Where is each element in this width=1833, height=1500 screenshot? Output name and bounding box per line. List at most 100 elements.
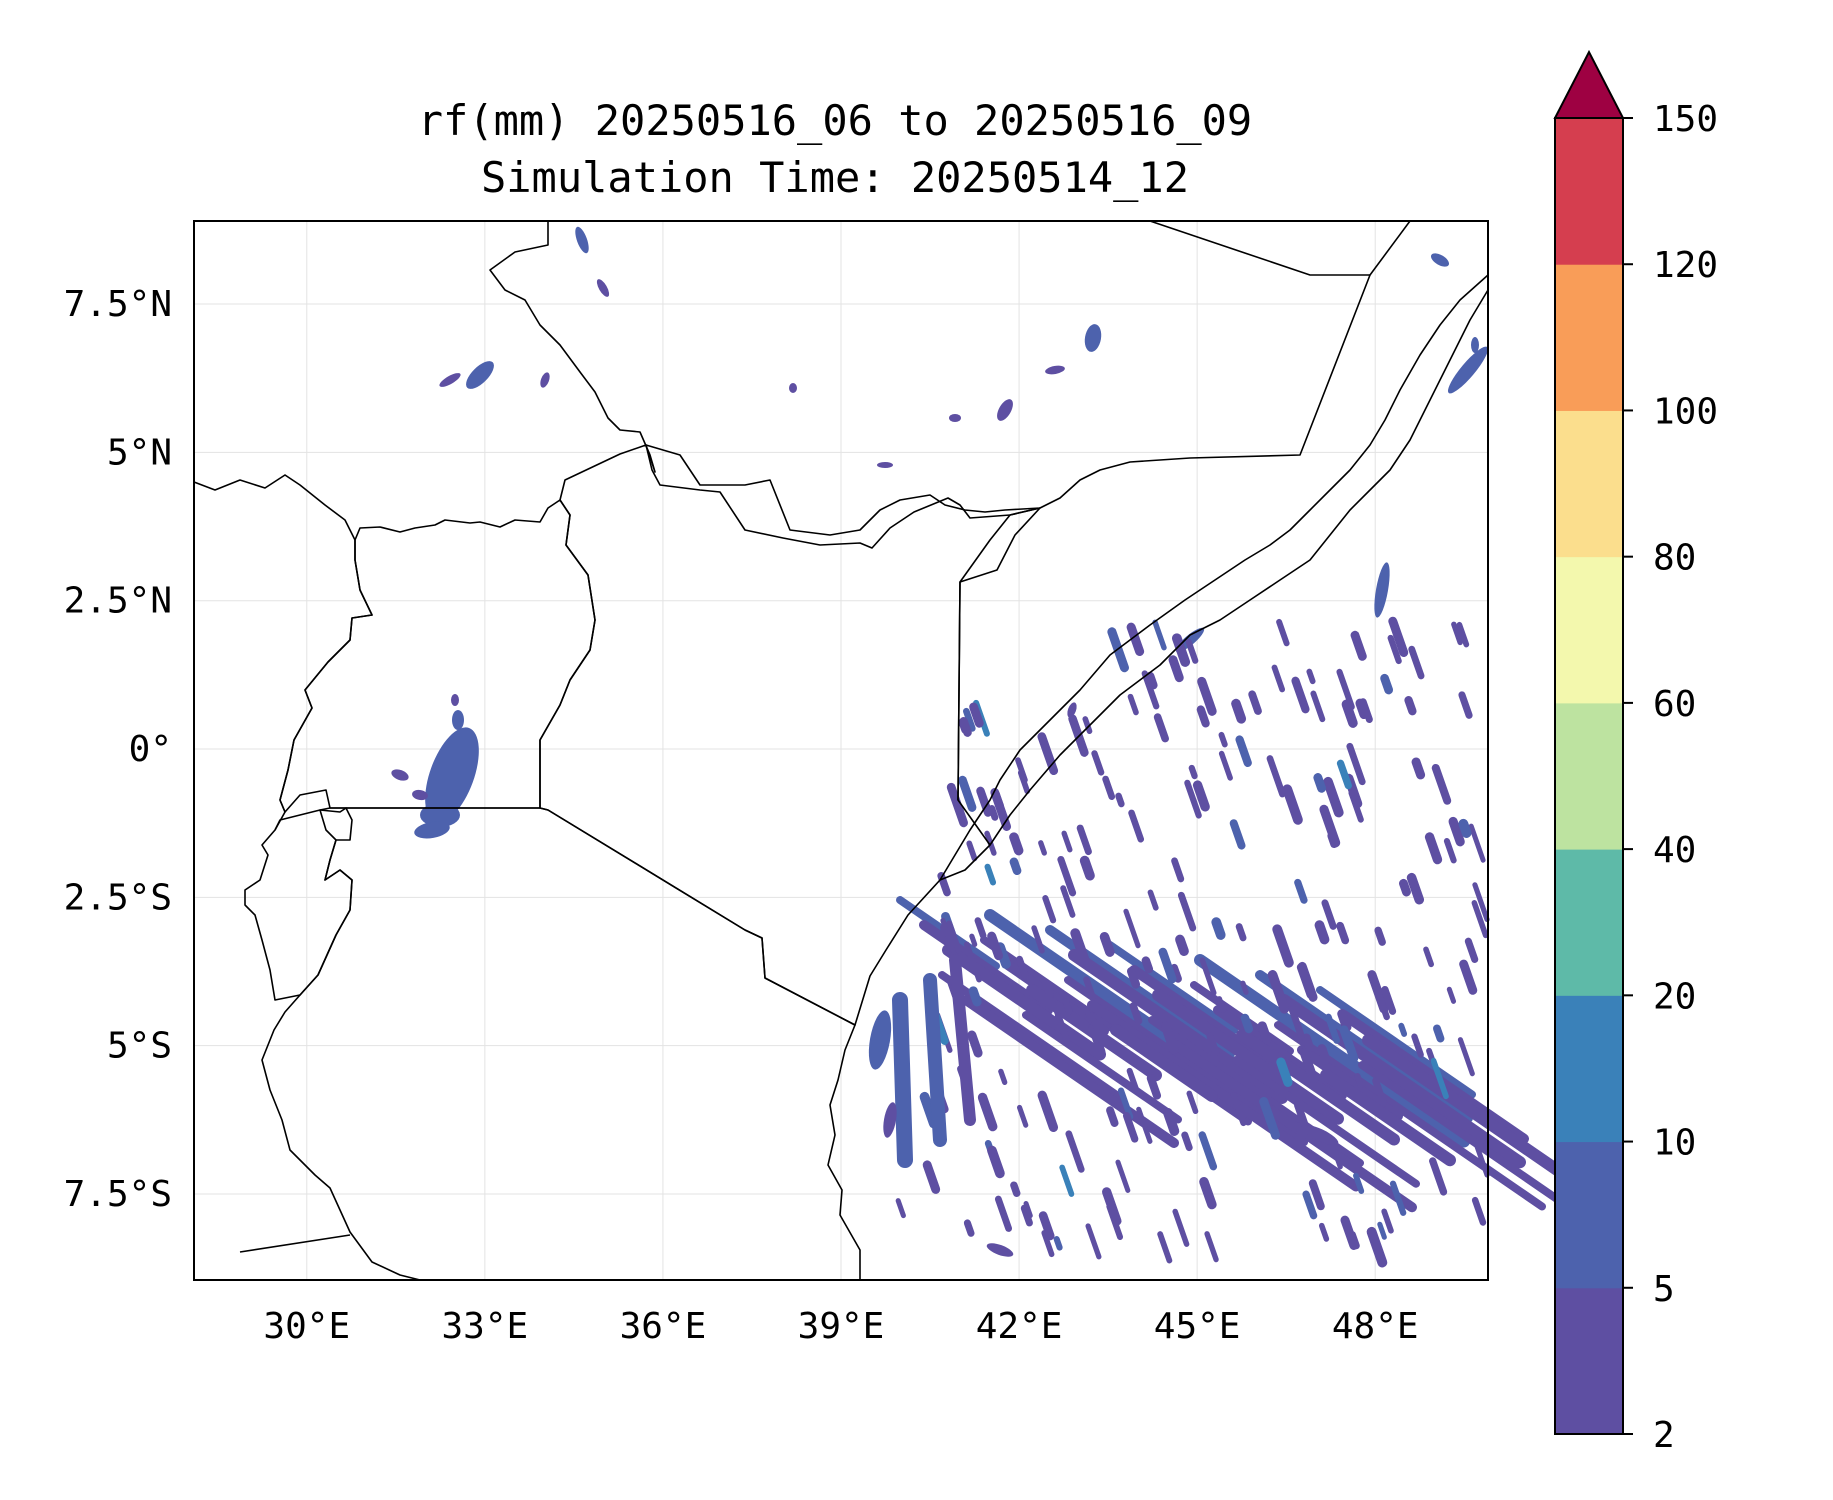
colorbar-tick-label: 5 xyxy=(1653,1269,1675,1310)
rain-cell xyxy=(1447,346,1489,394)
y-tick-label: 5°N xyxy=(107,432,172,473)
rain-cell xyxy=(1316,986,1476,1099)
rain-cell xyxy=(1084,1008,1094,1025)
rain-cell xyxy=(1070,928,1091,968)
rain-cell xyxy=(1185,638,1199,664)
y-tick-label: 7.5°N xyxy=(64,284,172,325)
rain-cell xyxy=(1446,986,1457,1004)
rain-cell xyxy=(1157,1231,1173,1264)
rain-cell xyxy=(1016,955,1029,980)
rain-cell xyxy=(988,805,999,821)
colorbar-tick-label: 40 xyxy=(1653,830,1696,871)
rain-cell xyxy=(575,226,589,254)
x-axis-tick-labels: 30°E 33°E 36°E 39°E 42°E 45°E 48°E xyxy=(263,1306,1418,1347)
rain-cell xyxy=(1255,970,1473,1123)
rain-cell xyxy=(1340,1215,1359,1250)
rain-cell xyxy=(1141,956,1154,974)
rain-cell xyxy=(1171,633,1191,667)
rain-cell xyxy=(969,933,978,948)
rain-cell xyxy=(976,786,993,817)
colorbar-segment xyxy=(1555,556,1623,704)
rain-cell xyxy=(1068,949,1288,1104)
rain-cell xyxy=(1429,1157,1448,1196)
rain-cell xyxy=(1031,925,1045,954)
rain-cell xyxy=(923,973,947,1147)
rain-cell xyxy=(1278,994,1526,1169)
rain-cell xyxy=(1432,1024,1445,1043)
rain-cell xyxy=(1272,924,1294,968)
x-tick-label: 39°E xyxy=(798,1306,885,1347)
rain-cell xyxy=(1443,838,1457,864)
rain-cell xyxy=(1117,1087,1134,1120)
rain-cell xyxy=(1196,705,1210,728)
rain-cell xyxy=(969,702,984,728)
rain-cell xyxy=(1198,1131,1218,1171)
colorbar-tick-label: 120 xyxy=(1653,245,1718,286)
ethiopia-border xyxy=(645,220,1371,536)
rain-cell xyxy=(1456,621,1470,648)
rain-cell xyxy=(877,462,893,468)
y-tick-label: 2.5°S xyxy=(64,877,172,918)
rain-cell xyxy=(1310,690,1326,723)
rain-cell xyxy=(466,361,494,389)
rain-cell xyxy=(1387,634,1402,665)
rain-cell xyxy=(1406,872,1425,905)
colorbar-tick-label: 80 xyxy=(1653,538,1696,579)
rain-cell xyxy=(1141,670,1160,710)
rain-cell xyxy=(1126,966,1141,989)
rain-cell xyxy=(1129,965,1291,1080)
rain-cell xyxy=(1152,619,1167,651)
y-tick-label: 2.5°N xyxy=(64,581,172,622)
figure-title-line2: Simulation Time: 20250514_12 xyxy=(481,153,1189,202)
rain-cell xyxy=(1199,1177,1217,1210)
rain-cell xyxy=(1235,735,1252,768)
rain-cell xyxy=(1168,655,1184,683)
rain-cell xyxy=(1276,1057,1293,1087)
rain-cell xyxy=(1053,1236,1063,1251)
rain-cell xyxy=(1085,1223,1102,1260)
rain-cell xyxy=(1355,698,1369,720)
rain-cell xyxy=(1184,779,1202,819)
rain-cell xyxy=(1062,998,1073,1015)
rain-cell xyxy=(1348,789,1364,823)
rain-cell xyxy=(1076,824,1092,856)
colorbar: 2 5 10 20 40 60 80 100 120 150 xyxy=(1553,49,1718,1456)
rain-cell xyxy=(1474,1143,1490,1178)
rain-cell xyxy=(1022,1011,1182,1124)
x-tick-label: 48°E xyxy=(1332,1306,1419,1347)
rain-cell xyxy=(789,383,797,393)
rwanda-burundi-border xyxy=(244,807,353,1001)
rain-cell xyxy=(540,372,550,388)
coastline xyxy=(939,274,1489,881)
rain-cell xyxy=(1266,755,1286,798)
rain-cell xyxy=(1136,1106,1153,1144)
south-sudan-border xyxy=(489,221,656,473)
rain-cell xyxy=(1325,1013,1340,1044)
rain-cell xyxy=(1430,253,1450,267)
rain-cell xyxy=(1236,1029,1400,1146)
x-tick-label: 36°E xyxy=(620,1306,707,1347)
rain-cell xyxy=(1126,622,1145,656)
rain-cell xyxy=(1399,878,1411,897)
rain-cell xyxy=(1067,702,1077,718)
x-tick-label: 45°E xyxy=(1154,1306,1241,1347)
x-tick-label: 42°E xyxy=(976,1306,1063,1347)
rain-cell xyxy=(1381,985,1397,1015)
rain-cell xyxy=(1042,895,1057,924)
rain-cell xyxy=(1389,1180,1407,1216)
rain-cell xyxy=(1122,1112,1139,1143)
rain-cell xyxy=(1172,1208,1190,1247)
rain-cell xyxy=(1057,855,1077,897)
rain-cell xyxy=(1059,1164,1075,1197)
rain-cell xyxy=(1128,809,1145,843)
rain-cell xyxy=(1038,1211,1055,1241)
rain-cell xyxy=(1302,1033,1314,1052)
rain-cell xyxy=(940,917,958,957)
rain-cell xyxy=(986,1243,1014,1257)
rain-cell xyxy=(1430,1057,1449,1100)
rain-cell xyxy=(1468,823,1486,863)
rain-cell xyxy=(1411,1033,1424,1058)
rain-cell xyxy=(1102,775,1116,801)
rain-cell xyxy=(1431,763,1452,805)
rain-cell xyxy=(1091,750,1105,776)
